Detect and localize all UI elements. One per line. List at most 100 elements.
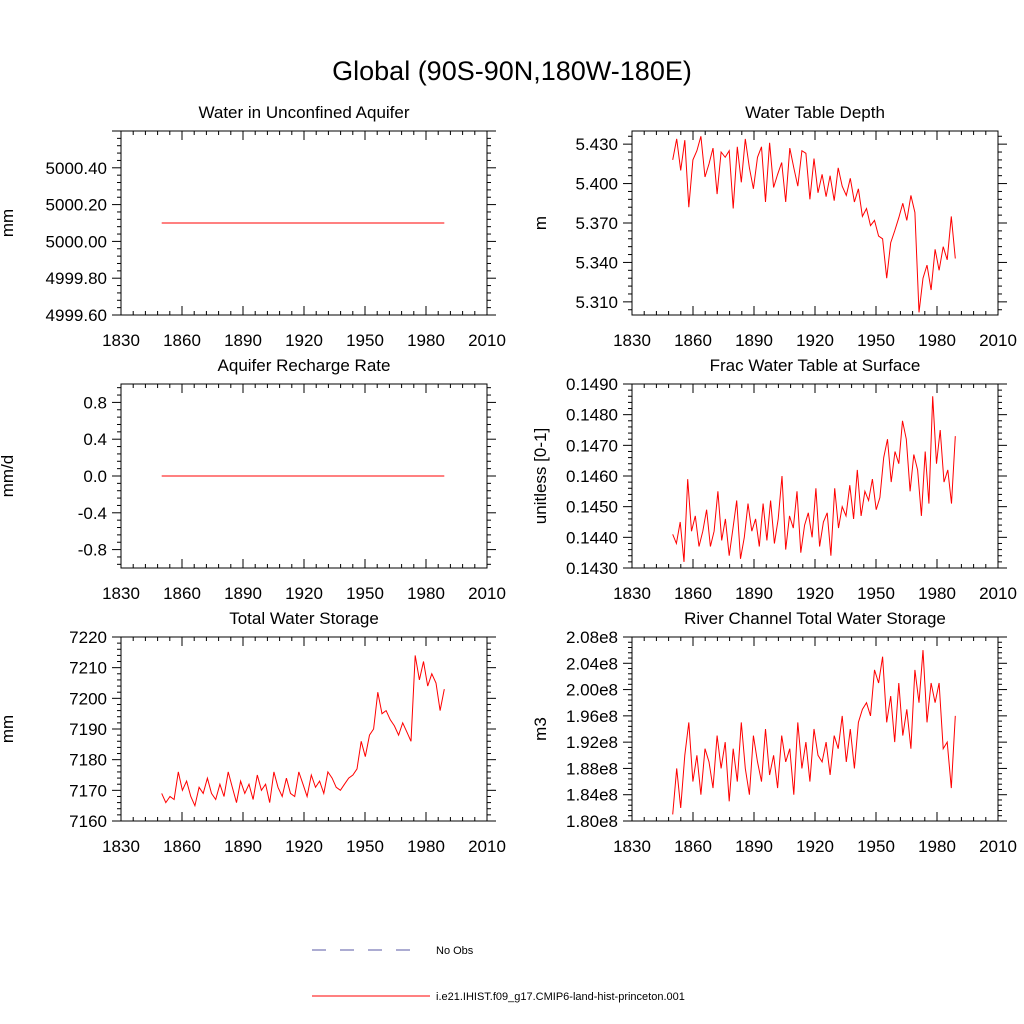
x-tick-label: 1980 (407, 584, 445, 603)
y-tick-label: 5.430 (575, 135, 618, 154)
y-axis-label: mm (0, 715, 17, 743)
y-tick-label: -0.8 (78, 541, 107, 560)
chart-title: Total Water Storage (229, 609, 379, 628)
x-tick-label: 1950 (857, 584, 895, 603)
y-tick-label: 0.1430 (566, 559, 618, 578)
series-line-1 (161, 655, 445, 808)
x-tick-label: 1920 (796, 331, 834, 350)
x-tick-label: 1920 (285, 837, 323, 856)
x-tick-label: 1950 (346, 584, 384, 603)
y-tick-label: 2.04e8 (566, 654, 618, 673)
y-tick-label: 2.08e8 (566, 628, 618, 647)
x-tick-label: 1920 (796, 584, 834, 603)
series-line-1 (672, 650, 956, 815)
x-tick-label: 1920 (285, 331, 323, 350)
x-tick-label: 2010 (979, 584, 1017, 603)
y-axis-label: mm/d (0, 455, 17, 498)
y-tick-label: 0.0 (83, 467, 107, 486)
y-axis-label: mm (0, 209, 17, 237)
y-axis-label: m (531, 216, 550, 230)
y-tick-label: 1.84e8 (566, 786, 618, 805)
y-tick-label: 5.400 (575, 175, 618, 194)
x-tick-label: 2010 (468, 584, 506, 603)
x-tick-label: 1890 (735, 584, 773, 603)
y-tick-label: 7220 (69, 628, 107, 647)
y-tick-label: 5000.20 (46, 196, 107, 215)
x-tick-label: 1830 (613, 837, 651, 856)
chart-title: Water in Unconfined Aquifer (198, 103, 409, 122)
y-tick-label: 1.80e8 (566, 812, 618, 831)
x-tick-label: 1860 (163, 837, 201, 856)
x-tick-label: 1830 (613, 584, 651, 603)
page-title: Global (90S-90N,180W-180E) (332, 56, 692, 86)
x-tick-label: 1860 (163, 331, 201, 350)
chart-panel-2: Water Table Depth m 1830 1860 1890 1920 1950 19… (531, 103, 1017, 350)
x-tick-label: 1860 (163, 584, 201, 603)
series-line-1 (672, 396, 956, 562)
x-tick-label: 1830 (102, 837, 140, 856)
x-tick-label: 1860 (674, 837, 712, 856)
x-tick-label: 2010 (979, 331, 1017, 350)
y-tick-label: 1.96e8 (566, 707, 618, 726)
x-tick-label: 1890 (735, 837, 773, 856)
x-tick-label: 1860 (674, 584, 712, 603)
x-tick-label: 1830 (102, 331, 140, 350)
plot-frame (631, 130, 999, 316)
y-tick-label: 7190 (69, 720, 107, 739)
chart-title: Water Table Depth (745, 103, 885, 122)
legend-label-no-obs: No Obs (436, 945, 474, 957)
y-tick-label: 0.1470 (566, 436, 618, 455)
y-tick-label: 7160 (69, 812, 107, 831)
x-tick-label: 1950 (346, 331, 384, 350)
y-tick-label: 2.00e8 (566, 681, 618, 700)
y-tick-label: 5000.00 (46, 232, 107, 251)
y-axis-label: unitless [0-1] (531, 428, 550, 524)
x-tick-label: 1950 (857, 837, 895, 856)
plot-frame (120, 636, 488, 822)
legend-label-model: i.e21.IHIST.f09_g17.CMIP6-land-hist-prin… (436, 991, 685, 1003)
x-tick-label: 1830 (102, 584, 140, 603)
x-tick-label: 1890 (224, 331, 262, 350)
y-tick-label: 0.1460 (566, 467, 618, 486)
y-axis-label: m3 (531, 717, 550, 741)
x-tick-label: 1920 (796, 837, 834, 856)
y-tick-label: 1.92e8 (566, 733, 618, 752)
x-tick-label: 2010 (979, 837, 1017, 856)
x-tick-label: 1860 (674, 331, 712, 350)
x-tick-label: 1980 (407, 837, 445, 856)
panels-group: Water in Unconfined Aquifer mm 1830 1860 189… (0, 103, 1017, 856)
chart-title: Aquifer Recharge Rate (218, 356, 391, 375)
x-tick-label: 2010 (468, 837, 506, 856)
y-tick-label: 0.1440 (566, 528, 618, 547)
y-tick-label: 0.4 (83, 430, 107, 449)
y-tick-label: 0.1450 (566, 498, 618, 517)
y-tick-label: 5.310 (575, 293, 618, 312)
y-tick-label: 7170 (69, 781, 107, 800)
x-tick-label: 1890 (224, 584, 262, 603)
chart-panel-5: Total Water Storage mm 1830 1860 1890 1920 195… (0, 609, 506, 856)
chart-title: River Channel Total Water Storage (684, 609, 946, 628)
y-tick-label: -0.4 (78, 504, 107, 523)
x-tick-label: 1980 (918, 331, 956, 350)
plot-frame (631, 636, 999, 822)
x-tick-label: 1980 (918, 837, 956, 856)
y-tick-label: 0.1480 (566, 406, 618, 425)
y-tick-label: 0.8 (83, 393, 107, 412)
x-tick-label: 1950 (346, 837, 384, 856)
series-line-1 (672, 136, 956, 313)
x-tick-label: 1980 (407, 331, 445, 350)
x-tick-label: 1920 (285, 584, 323, 603)
x-tick-label: 1830 (613, 331, 651, 350)
y-tick-label: 1.88e8 (566, 759, 618, 778)
y-tick-label: 5.340 (575, 253, 618, 272)
chart-panel-6: River Channel Total Water Storage m3 1830 1… (531, 609, 1017, 856)
chart-panel-1: Water in Unconfined Aquifer mm 1830 1860 189… (0, 103, 506, 350)
y-tick-label: 4999.60 (46, 306, 107, 325)
y-tick-label: 7210 (69, 659, 107, 678)
x-tick-label: 1890 (735, 331, 773, 350)
legend: No Obs i.e21.IHIST.f09_g17.CMIP6-land-hi… (312, 945, 685, 1003)
chart-panel-4: Frac Water Table at Surface unitless [0-1… (531, 356, 1017, 603)
y-tick-label: 5.370 (575, 214, 618, 233)
x-tick-label: 1950 (857, 331, 895, 350)
